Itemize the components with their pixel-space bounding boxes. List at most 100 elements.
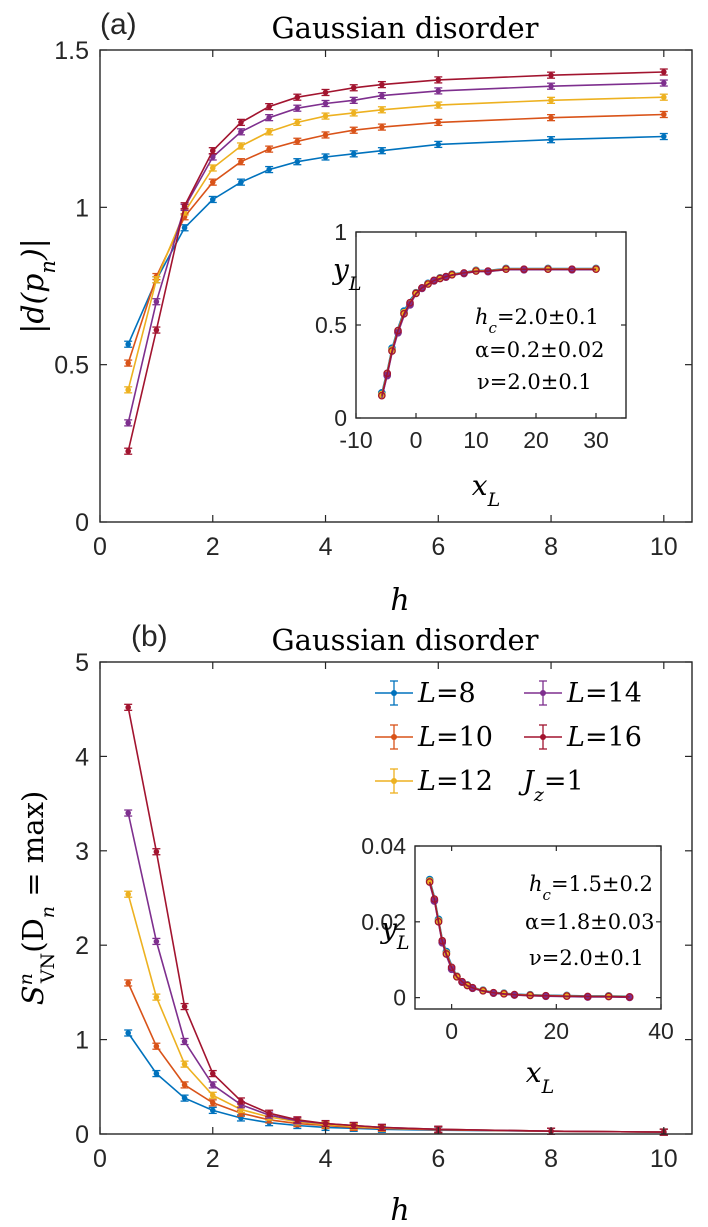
panel-a-point-L=12-10 [659,93,668,101]
panel-a-inset-x-label: xL [472,469,500,511]
panel-a-point-L=12-4.5 [349,109,358,117]
panel-a-inset-y-ticks: 00.51 [315,219,626,431]
panel-a-point-L=14-0.5 [124,419,133,427]
panel-b-axes-box [99,661,693,1135]
panel-b-inset-marker-L=16 [542,991,550,1000]
panel-a-point-L=12-2 [208,164,217,172]
panel-b-point-L=12-1.5 [180,1060,189,1068]
data-marker [209,1082,216,1088]
panel-a-inset-x-ticks: -10 0 10 20 30 [339,232,609,453]
data-marker [661,94,667,100]
panel-a-point-L=16-8 [547,71,556,79]
data-marker [209,1107,216,1114]
panel-a-point-L=14-1 [152,298,161,306]
panel-a-point-L=10-4.5 [349,126,358,134]
data-marker [661,69,667,75]
data-marker [548,136,554,143]
panel-a-inset-marker-L=16 [592,265,600,274]
panel-b-x-tick-label: 10 [650,1145,678,1173]
data-marker [209,165,216,171]
panel-a-point-L=10-8 [547,114,556,122]
panel-a-point-L=14-4 [321,99,330,108]
panel-b-inset-x-tick-label: 0 [445,1018,458,1044]
panel-a-point-L=16-1.5 [180,202,189,210]
data-marker [181,1061,188,1067]
data-marker [435,141,442,148]
panel-a-inset-x-tick-label: 30 [583,427,609,453]
panel-b-point-L=16-1 [152,848,161,856]
panel-a-point-L=14-8 [547,82,556,90]
panel-b-point-L=14-2 [208,1081,217,1089]
data-marker [153,276,160,283]
panel-a-inset-plot-area [377,264,600,400]
data-marker [350,151,357,157]
data-marker [209,154,216,160]
data-marker [153,327,160,333]
panel-b-legend-jz: Jz=1 [518,766,584,806]
panel-a-inset-marker-L=16 [568,265,576,274]
panel-a-point-L=10-10 [659,110,668,119]
data-marker [379,1124,385,1131]
data-marker [125,341,131,348]
panel-a-point-L=16-1 [152,326,161,334]
panel-b-title: Gaussian disorder [272,623,539,657]
panel-a-title: Gaussian disorder [272,11,539,45]
legend-item-L=12: L=12 [375,766,493,797]
panel-b-inset-y-tick-label: 0.04 [361,833,406,859]
panel-a-inset-y-tick-label: 1 [334,219,347,245]
panel-a-inset: -10 0 10 20 30 00.51 xL yL hc=2.0±0.1 α=0.2±… [315,219,627,511]
panel-a-inset-marker-L=16 [502,265,510,274]
panel-b-x-tick-label: 2 [206,1145,220,1173]
panel-b-inset-x-tick-label: 20 [544,1018,570,1044]
data-marker [125,448,131,455]
panel-a-inset-marker-L=16 [424,280,432,288]
panel-a-point-L=8-3 [265,165,274,174]
panel-a-point-L=14-6 [434,87,443,95]
data-marker [435,88,442,94]
panel-b-inset-x-ticks: 0 20 40 [445,846,674,1044]
data-marker [435,102,442,108]
panel-a-x-axis-label: h [390,583,409,618]
data-marker [209,1070,216,1077]
panel-b-inset: 0 20 40 0 0.02 0.04 xL yL hc=1.5±0.2 α=1.8±0… [361,833,674,1098]
data-marker [209,1092,216,1099]
data-marker [294,105,301,112]
panel-b-point-L=8-1.5 [180,1094,189,1102]
panel-a-x-tick-label: 2 [206,533,220,561]
panel-b-inset-axes-box [414,845,662,1010]
legend-swatch-marker [540,734,546,740]
panel-b-y-tick-label: 3 [75,838,89,866]
panel-b-point-L=10-2 [208,1099,217,1107]
panel-b: (b) Gaussian disorder 0 2 4 6 8 10 0 1 2 3 4 5 h S… [15,620,693,1227]
data-marker [181,1038,188,1045]
panel-b-inset-marker-L=16 [604,992,613,1001]
panel-b-inset-annotation-nu: ν=2.0±0.1 [529,946,644,970]
panel-a-inset-marker-L=16 [520,265,528,274]
panel-a-point-L=16-0.5 [124,447,133,455]
data-marker [294,158,301,165]
panel-b-y-axis-label: SnVN(Dn = max) [15,791,59,1006]
panel-b-inset-marker-L=16 [583,992,592,1001]
data-marker [350,127,357,134]
panel-b-x-tick-label: 4 [319,1145,333,1173]
panel-a-x-tick-label: 0 [93,533,107,561]
legend-label: L=16 [566,722,642,753]
panel-b-inset-marker-L=16 [468,983,477,992]
panel-a-point-L=14-2.5 [236,128,245,136]
panel-a-point-L=12-3 [265,128,274,136]
panel-b-y-tick-label: 2 [75,932,89,960]
panel-b-inset-x-label: xL [526,1056,554,1098]
panel-a-point-L=14-10 [659,79,668,87]
data-marker [350,110,357,116]
panel-a-point-L=8-8 [547,136,556,144]
data-marker [209,147,216,154]
panel-b-x-axis-label: h [390,1193,409,1227]
panel-b-legend: L=8 L=14 L=10 L=16 L=12 [375,678,642,797]
panel-a-point-L=16-3 [265,102,274,111]
data-marker [435,119,442,126]
data-marker [125,420,131,426]
legend-label: L=12 [417,766,493,797]
panel-a: (a) Gaussian disorder 0 2 4 6 8 10 00.511.5 h… [16,8,693,618]
panel-b-point-L=10-1.5 [180,1081,189,1089]
